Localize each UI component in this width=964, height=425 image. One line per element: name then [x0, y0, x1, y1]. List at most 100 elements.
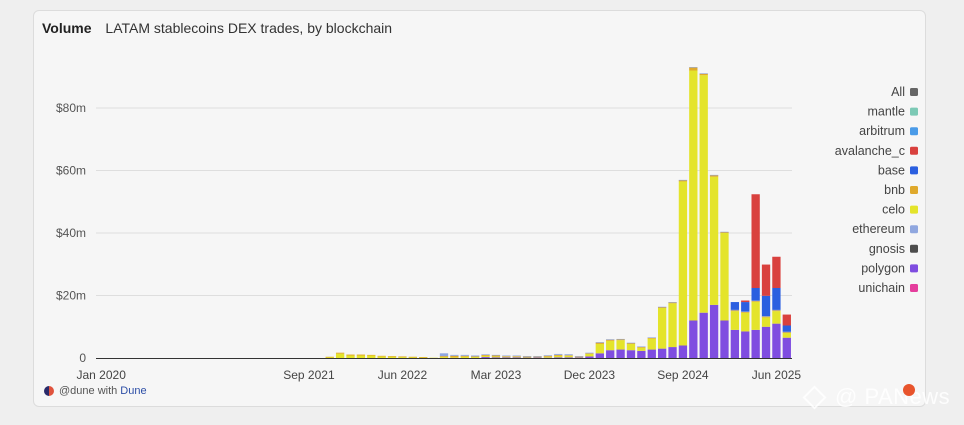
- bar-segment-bnb: [522, 356, 532, 358]
- bar-segment-celo: [678, 181, 688, 346]
- bar-segment-polygon: [720, 320, 729, 358]
- bar-segment-celo: [616, 340, 625, 350]
- bar-segment-bnb: [626, 343, 636, 344]
- bar-segment-celo: [491, 356, 501, 358]
- bar-segment-polygon: [533, 357, 542, 359]
- bar-segment-avalanche-c: [761, 264, 771, 296]
- bar-segment-bnb: [533, 356, 542, 358]
- legend-swatch: [910, 107, 918, 116]
- bar-segment-ethereum: [543, 355, 553, 356]
- bar-segment-celo: [637, 347, 646, 351]
- bar-segment-celo: [709, 176, 719, 305]
- bar-segment-bnb: [356, 354, 366, 356]
- bar-segment-celo: [377, 356, 386, 358]
- legend-swatch: [910, 225, 918, 234]
- bar-segment-bnb: [730, 310, 740, 312]
- bar-segment-avalanche-c: [741, 300, 750, 303]
- bar-segment-avalanche-c: [782, 314, 791, 326]
- bar-segment-celo: [585, 353, 594, 357]
- bar-segment-celo: [325, 357, 334, 358]
- y-tick-label: $60m: [56, 164, 86, 178]
- bar-segment-celo: [367, 355, 376, 358]
- bar-segment-celo: [346, 355, 355, 358]
- bar-segment-bnb: [657, 307, 667, 308]
- x-tick-label: Jun 2022: [378, 368, 428, 382]
- bar-segment-polygon: [585, 356, 594, 358]
- watermark: @ PANews: [802, 384, 951, 410]
- bar-segment-ethereum: [460, 354, 469, 356]
- footer-credit: @dune with: [59, 385, 118, 397]
- bar-segment-celo: [522, 357, 532, 358]
- bar-segment-celo: [647, 338, 656, 350]
- bar-segment-polygon: [564, 357, 573, 359]
- legend-label: All: [891, 85, 905, 99]
- chart-label: Volume: [42, 20, 92, 36]
- y-tick-label: $80m: [56, 101, 86, 115]
- gridlines: 0 $20m $40m $60m $80m: [56, 101, 792, 365]
- bar-segment-base: [741, 302, 750, 312]
- bar-segment-celo: [502, 356, 511, 358]
- watermark-dot-icon: [903, 384, 915, 396]
- legend-label: celo: [882, 203, 905, 217]
- bar-segment-celo: [439, 357, 449, 358]
- bar-segment-celo: [356, 355, 366, 358]
- bar-segment-celo: [429, 357, 438, 359]
- legend-swatch: [910, 127, 918, 136]
- bar-segment-ethereum: [522, 356, 532, 357]
- watermark-text: @ PANews: [835, 384, 951, 409]
- bar-segment-polygon: [626, 350, 636, 358]
- bar-segment-polygon: [481, 357, 490, 358]
- bar-segment-celo: [657, 308, 667, 349]
- bars: [325, 67, 791, 359]
- bar-segment-ethereum: [481, 354, 490, 355]
- legend-label: polygon: [861, 261, 905, 275]
- bar-segment-polygon: [606, 350, 615, 358]
- bar-segment-celo: [720, 233, 729, 321]
- bar-segment-ethereum: [471, 355, 480, 357]
- bar-segment-polygon: [699, 312, 708, 358]
- bar-segment-celo: [419, 357, 428, 359]
- axes: Jan 2020 Sep 2021 Jun 2022 Mar 2023 Dec 2023…: [76, 358, 801, 382]
- bar-segment-bnb: [346, 354, 355, 356]
- bar-segment-ethereum: [637, 346, 646, 348]
- legend-label: ethereum: [852, 222, 905, 236]
- bar-segment-ethereum: [626, 342, 636, 344]
- bar-segment-bnb: [398, 356, 407, 358]
- bar-segment-celo: [772, 311, 781, 324]
- bar-segment-ethereum: [657, 306, 667, 308]
- bar-segment-bnb: [543, 355, 553, 357]
- bar-segment-bnb: [761, 316, 771, 318]
- bar-segment-celo: [626, 343, 636, 351]
- bar-segment-bnb: [387, 356, 397, 357]
- bar-segment-celo: [751, 301, 760, 330]
- bar-segment-bnb: [325, 356, 334, 358]
- bar-segment-celo: [481, 355, 490, 358]
- bar-segment-celo: [741, 312, 750, 332]
- chart-header: Volume LATAM stablecoins DEX trades, by …: [42, 20, 392, 36]
- bar-segment-celo: [595, 343, 604, 354]
- bar-segment-polygon: [512, 357, 521, 359]
- legend-swatch: [910, 244, 918, 253]
- bar-segment-celo: [782, 333, 791, 338]
- bar-segment-bnb: [502, 356, 511, 357]
- bar-segment-celo: [512, 356, 521, 358]
- x-tick-label: Jan 2020: [76, 368, 126, 382]
- bar-segment-celo: [460, 356, 469, 358]
- y-tick-label: $40m: [56, 226, 86, 240]
- legend-swatch: [910, 146, 918, 155]
- bar-segment-polygon: [782, 337, 791, 358]
- dune-link[interactable]: Dune: [120, 385, 147, 397]
- legend-label: avalanche_c: [835, 144, 905, 158]
- bar-segment-polygon: [574, 357, 584, 359]
- bar-segment-ethereum: [709, 174, 719, 176]
- bar-segment-polygon: [637, 350, 646, 358]
- bar-segment-ethereum: [574, 356, 584, 357]
- bar-segment-bnb: [439, 356, 449, 358]
- legend-swatch: [910, 205, 918, 214]
- bar-segment-bnb: [481, 354, 490, 356]
- bar-segment-bnb: [678, 180, 688, 182]
- bar-segment-bnb: [491, 355, 501, 357]
- bar-segment-ethereum: [689, 67, 698, 68]
- bar-segment-bnb: [751, 300, 760, 302]
